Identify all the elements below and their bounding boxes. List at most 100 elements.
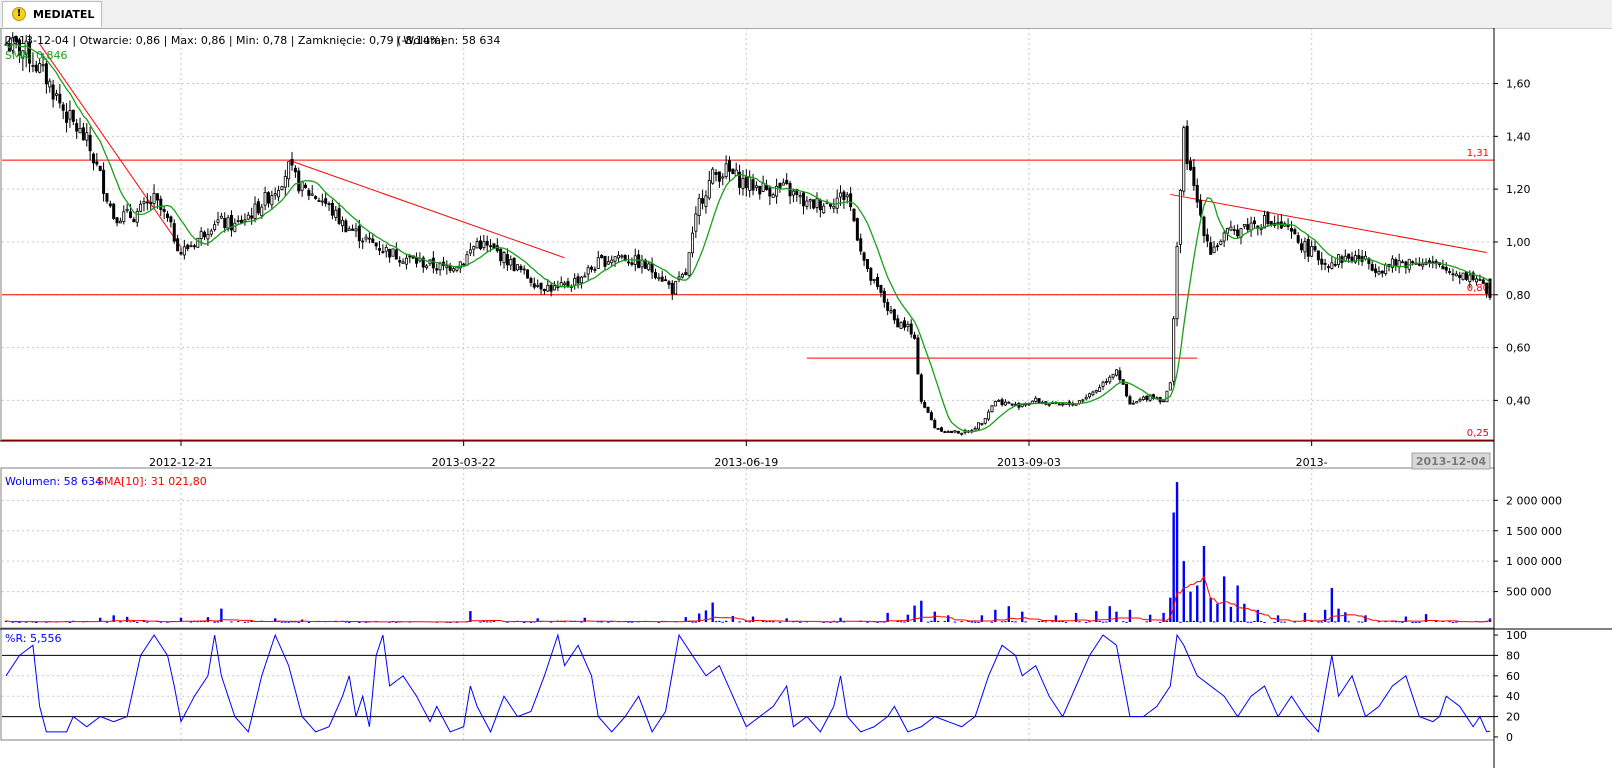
volume-bar	[1058, 621, 1061, 623]
candle-body	[280, 186, 284, 191]
volume-bar	[99, 617, 102, 622]
candle-body	[1195, 184, 1199, 203]
volume-bar	[970, 621, 973, 623]
volume-bar	[926, 621, 930, 623]
candle-body	[758, 185, 762, 195]
candle-body	[485, 240, 489, 246]
panel-frame-1	[0, 467, 1495, 629]
volume-bar	[1051, 621, 1054, 623]
candle-body	[472, 246, 476, 250]
candle-body	[983, 418, 987, 424]
sma-line	[5, 42, 1491, 433]
stock-chart[interactable]: 1,31 0,80 0,25 0,40 0,60 0,80 1,00 1,20 1,40 1,6…	[0, 28, 1612, 768]
volume-bar	[284, 621, 287, 623]
candle-body	[88, 134, 92, 152]
volume-bar	[765, 621, 768, 623]
candle-body	[512, 257, 516, 271]
volume-bar	[297, 621, 300, 623]
candle-body	[889, 310, 893, 313]
candle-body	[48, 80, 52, 88]
candle-body	[613, 256, 617, 262]
candle-body	[203, 231, 207, 238]
volume-bar	[761, 620, 765, 622]
volume-bar	[1357, 621, 1360, 623]
volume-bar	[1394, 621, 1397, 623]
candle-body	[791, 190, 795, 196]
volume-bar	[250, 620, 253, 622]
candle-body	[815, 198, 819, 208]
candle-body	[162, 209, 166, 212]
wr-tick-label: 60	[1506, 670, 1520, 683]
candle-body	[724, 163, 728, 178]
volume-bar	[179, 617, 183, 622]
candle-body	[849, 193, 853, 208]
candle-body	[610, 259, 614, 264]
candle-body	[576, 276, 580, 284]
candle-body	[1061, 403, 1065, 406]
candle-body	[1276, 221, 1280, 224]
tab-mediatel[interactable]: ! MEDIATEL	[2, 1, 102, 27]
candle-body	[586, 267, 590, 275]
candle-body	[1370, 263, 1374, 271]
volume-bar	[1108, 606, 1111, 622]
volume-bar	[1182, 561, 1185, 622]
volume-bar	[206, 617, 210, 622]
volume-bar	[1145, 621, 1148, 623]
candle-body	[287, 161, 291, 180]
candle-body	[1175, 245, 1179, 320]
volume-bar	[829, 621, 832, 623]
volume-bar	[943, 621, 947, 623]
volume-bar	[1098, 620, 1101, 622]
candle-body	[1081, 399, 1085, 402]
candle-body	[1448, 271, 1452, 273]
candle-body	[539, 282, 543, 290]
candle-body	[987, 411, 991, 420]
volume-bar	[627, 621, 630, 623]
volume-bar	[11, 621, 14, 623]
candle-body	[657, 277, 661, 280]
tab-bar: ! MEDIATEL	[0, 0, 1612, 29]
candle-body	[246, 214, 250, 220]
candle-body	[1293, 229, 1297, 235]
volume-bar	[1000, 621, 1004, 623]
volume-bar	[1320, 621, 1323, 623]
volume-bar	[1021, 611, 1024, 622]
volume-bar	[704, 610, 708, 622]
candle-body	[61, 104, 65, 111]
candle-body	[916, 337, 920, 375]
candle-body	[694, 213, 698, 232]
candle-body	[532, 283, 536, 288]
volume-info: | Wolumen: 58 634	[396, 34, 500, 47]
candle-body	[388, 248, 392, 258]
volume-bar	[906, 614, 910, 622]
candle-body	[75, 123, 79, 132]
candle-body	[266, 192, 270, 204]
candle-body	[253, 203, 257, 219]
candle-body	[936, 428, 940, 430]
candle-body	[529, 278, 533, 283]
candle-body	[475, 241, 479, 249]
candle-body	[256, 201, 260, 214]
candle-body	[1377, 270, 1381, 275]
candle-body	[845, 194, 849, 198]
candle-body	[1199, 200, 1203, 216]
candle-body	[404, 257, 408, 265]
candle-body	[401, 261, 405, 264]
volume-bar	[1024, 621, 1027, 623]
candle-body	[1246, 224, 1250, 230]
candle-body	[1380, 270, 1384, 274]
candle-body	[1353, 255, 1357, 263]
candle-body	[1209, 242, 1213, 255]
candle-body	[1326, 266, 1330, 268]
candle-body	[354, 228, 358, 232]
candle-body	[674, 280, 678, 295]
volume-bar	[45, 621, 48, 623]
volume-bar	[899, 621, 903, 623]
candle-body	[152, 192, 156, 204]
candle-body	[300, 181, 304, 191]
candle-body	[1215, 245, 1219, 248]
candle-body	[445, 265, 449, 268]
candle-body	[1125, 383, 1129, 397]
candle-body	[1003, 401, 1007, 406]
candle-body	[489, 245, 493, 248]
